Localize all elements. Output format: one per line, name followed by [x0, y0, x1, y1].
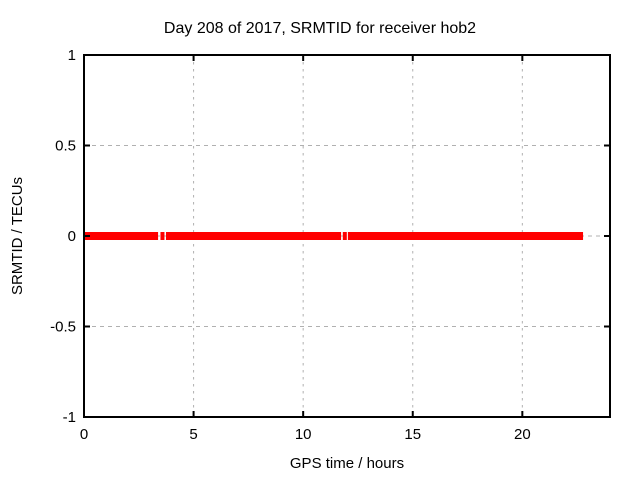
- x-tick-label: 20: [514, 426, 531, 443]
- data-series: [84, 232, 584, 240]
- x-tick-label: 15: [404, 426, 421, 443]
- y-axis-label: SRMTID / TECUs: [9, 177, 26, 295]
- y-tick-label: -1: [63, 409, 76, 426]
- x-tick-label: 5: [189, 426, 197, 443]
- axis-ticks: [83, 54, 610, 418]
- data-segment: [84, 232, 159, 240]
- tick-labels: 0 5 10 15 20 1 0.5 0 -0.5 -1: [50, 47, 531, 443]
- data-point: [160, 232, 165, 240]
- chart-title: Day 208 of 2017, SRMTID for receiver hob…: [164, 20, 476, 37]
- x-axis-label: GPS time / hours: [290, 455, 404, 472]
- y-tick-label: 0.5: [55, 138, 76, 155]
- x-tick-label: 0: [80, 426, 88, 443]
- data-segment: [165, 232, 342, 240]
- y-tick-label: 1: [68, 47, 76, 64]
- data-segment: [347, 232, 584, 240]
- y-tick-label: 0: [68, 228, 76, 245]
- y-tick-label: -0.5: [50, 319, 76, 336]
- x-tick-label: 10: [295, 426, 312, 443]
- gridlines: [84, 55, 610, 417]
- data-point: [342, 232, 347, 240]
